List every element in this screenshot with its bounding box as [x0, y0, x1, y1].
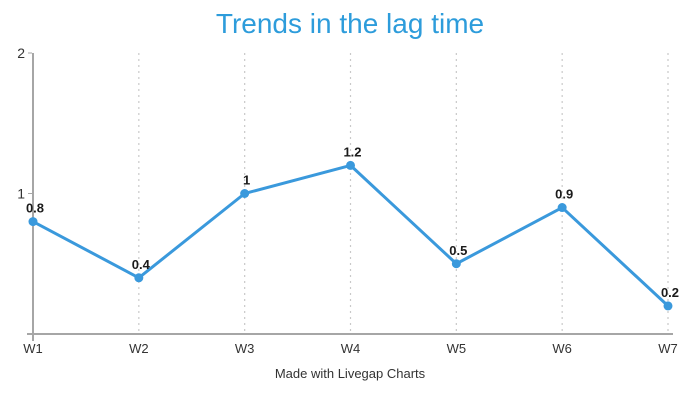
data-point-label: 0.4 — [132, 257, 151, 272]
data-point — [451, 259, 461, 269]
data-point-label: 1.2 — [343, 144, 361, 159]
data-point-label: 0.5 — [449, 243, 467, 258]
data-point-label: 1 — [243, 173, 250, 188]
x-tick-label: W2 — [129, 341, 149, 356]
data-point — [557, 203, 567, 213]
data-point — [28, 217, 38, 227]
data-point — [134, 273, 144, 283]
x-tick-label: W5 — [447, 341, 467, 356]
data-point-label: 0.2 — [661, 285, 679, 300]
data-point — [663, 301, 673, 311]
x-tick-label: W1 — [23, 341, 43, 356]
data-point-label: 0.9 — [555, 187, 573, 202]
x-tick-label: W6 — [552, 341, 572, 356]
data-point-label: 0.8 — [26, 201, 44, 216]
x-tick-label: W3 — [235, 341, 255, 356]
x-tick-label: W7 — [658, 341, 678, 356]
x-tick-label: W4 — [341, 341, 361, 356]
y-tick-label: 1 — [17, 186, 25, 202]
data-point — [346, 160, 355, 170]
watermark-text: Made with Livegap Charts — [274, 366, 426, 381]
chart-title: Trends in the lag time — [215, 8, 485, 39]
y-tick-label: 2 — [17, 45, 25, 61]
data-point — [240, 189, 250, 198]
